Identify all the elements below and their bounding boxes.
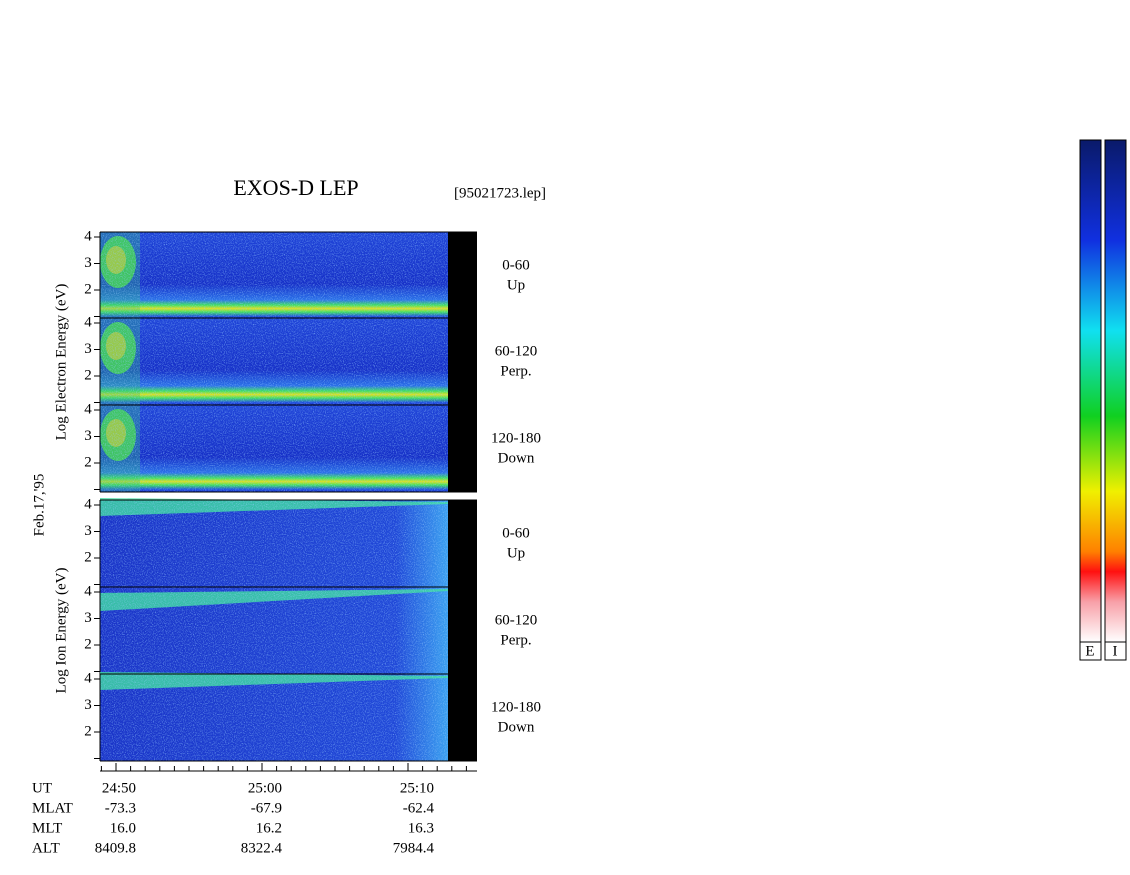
y-tick-label: 3 — [84, 428, 92, 444]
colorbar — [1079, 139, 1102, 643]
ephemeris-name: MLAT — [32, 800, 73, 816]
noise — [100, 405, 448, 492]
direction: Up — [507, 277, 525, 293]
y-tick-label: 3 — [84, 610, 92, 626]
direction: Perp. — [500, 363, 531, 379]
file-name: [95021723.lep] — [454, 185, 546, 201]
direction: Down — [498, 450, 535, 466]
y-tick-label: 2 — [84, 549, 92, 565]
colorbar-box — [1104, 641, 1127, 661]
y-tick-label: 2 — [84, 281, 92, 297]
ephemeris-name: UT — [32, 780, 52, 796]
title: EXOS-D LEP — [233, 175, 358, 200]
ephemeris-value: 8322.4 — [241, 840, 283, 856]
y-tick-label: 2 — [84, 636, 92, 652]
data-gap — [448, 405, 477, 492]
direction: Perp. — [500, 632, 531, 648]
noise — [100, 674, 448, 761]
direction: Up — [507, 545, 525, 561]
noise — [100, 318, 448, 405]
y-tick-label: 4 — [84, 401, 92, 417]
ephemeris-value: -67.9 — [251, 800, 282, 816]
ephemeris-value: 16.3 — [408, 820, 434, 836]
y-tick-label: 4 — [84, 228, 92, 244]
ephemeris-value: 25:10 — [400, 780, 434, 796]
y-tick-label: 2 — [84, 723, 92, 739]
ephemeris-value: -73.3 — [105, 800, 136, 816]
angle-range: 60-120 — [495, 343, 538, 359]
ephemeris-value: 25:00 — [248, 780, 282, 796]
ephemeris-value: 16.2 — [256, 820, 282, 836]
y-tick-label: 3 — [84, 697, 92, 713]
y-tick-label: 2 — [84, 367, 92, 383]
noise — [100, 500, 448, 587]
noise — [100, 587, 448, 674]
y-tick-label: 4 — [84, 314, 92, 330]
ephemeris-name: MLT — [32, 820, 62, 836]
ephemeris-value: 8409.8 — [95, 840, 136, 856]
angle-range: 0-60 — [502, 525, 530, 541]
data-gap — [448, 232, 477, 319]
ephemeris-value: 24:50 — [102, 780, 136, 796]
angle-range: 60-120 — [495, 612, 538, 628]
data-gap — [448, 318, 477, 405]
y-axis-label: Log Ion Energy (eV) — [53, 568, 69, 694]
y-tick-label: 3 — [84, 255, 92, 271]
y-tick-label: 4 — [84, 583, 92, 599]
y-tick-label: 2 — [84, 454, 92, 470]
angle-range: 120-180 — [491, 430, 541, 446]
colorbar — [1104, 139, 1127, 643]
angle-range: 0-60 — [502, 257, 530, 273]
ephemeris-value: 16.0 — [110, 820, 136, 836]
colorbar-label: E — [1085, 643, 1094, 659]
ephemeris-name: ALT — [32, 840, 60, 856]
y-tick-label: 4 — [84, 670, 92, 686]
direction: Down — [498, 719, 535, 735]
data-gap — [448, 674, 477, 761]
y-tick-label: 3 — [84, 523, 92, 539]
colorbar-box — [1079, 641, 1102, 661]
ephemeris-value: 7984.4 — [393, 840, 435, 856]
y-axis-label: Log Electron Energy (eV) — [53, 284, 69, 441]
data-gap — [448, 587, 477, 674]
date: Feb.17,'95 — [31, 474, 47, 537]
ephemeris-value: -62.4 — [403, 800, 435, 816]
colorbar-label: I — [1113, 643, 1118, 659]
data-gap — [448, 500, 477, 587]
angle-range: 120-180 — [491, 699, 541, 715]
noise — [100, 232, 448, 319]
y-tick-label: 4 — [84, 496, 92, 512]
y-tick-label: 3 — [84, 341, 92, 357]
